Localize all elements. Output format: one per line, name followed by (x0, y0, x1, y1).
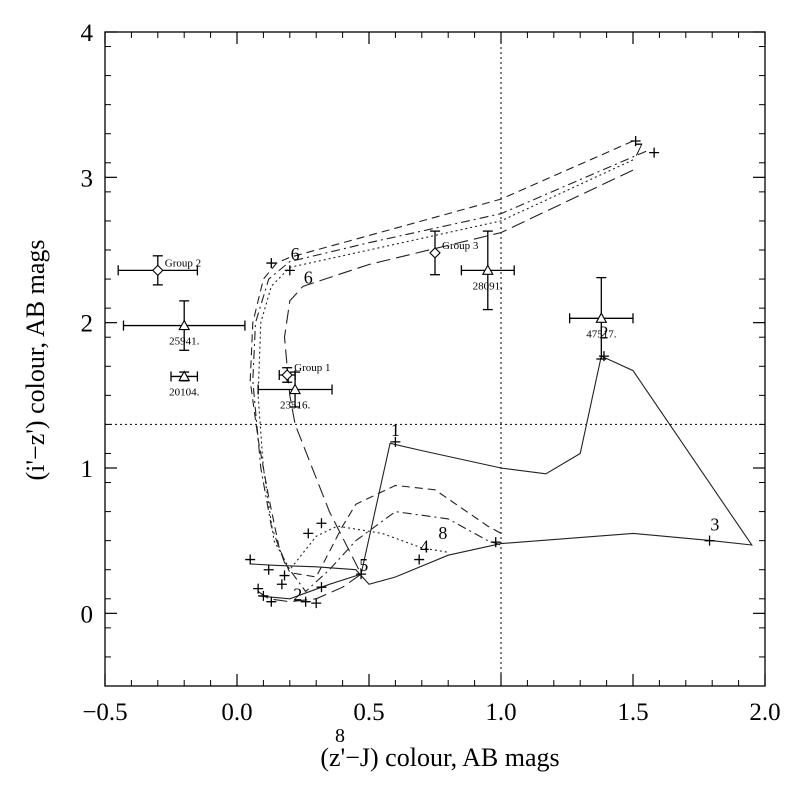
track-number-label: 6 (291, 244, 300, 264)
y-tick-label: 0 (81, 601, 94, 628)
track-number-label: 2 (293, 584, 302, 604)
track-number-label: 7 (634, 140, 643, 160)
data-point: 25941. (122, 300, 246, 351)
plot-frame (104, 31, 766, 687)
x-tick-label: 0.5 (353, 699, 384, 726)
data-point: 20104. (169, 370, 200, 398)
plus-marker (490, 537, 501, 548)
plus-marker (316, 582, 327, 593)
diamond-marker (281, 369, 293, 381)
plus-marker (414, 554, 425, 565)
plus-marker (390, 436, 401, 447)
x-axis-title: (z'−J) colour, AB mags (320, 743, 559, 772)
point-label: Group 3 (442, 240, 479, 252)
plus-marker (266, 258, 277, 269)
model-track-dashed (249, 140, 634, 578)
data-point: 47517. (568, 276, 634, 360)
triangle-marker (595, 312, 608, 323)
data-point: Group 2 (117, 255, 201, 286)
plus-marker (649, 147, 660, 158)
plus-marker (263, 564, 274, 575)
track-number-label: 5 (359, 555, 368, 575)
plus-marker (300, 596, 311, 607)
plus-marker (630, 136, 641, 146)
point-label: 28091. (473, 280, 504, 292)
point-label: 47517. (586, 328, 617, 340)
data-points: Group 2 25941. 20104. Group 1 23516. Group 3 2… (117, 230, 634, 412)
x-tick-label: 0.0 (221, 699, 252, 726)
y-tick-label: 4 (81, 20, 94, 47)
point-label: Group 1 (294, 362, 330, 374)
plus-marker (253, 583, 264, 594)
triangle-marker (178, 319, 191, 331)
point-label: Group 2 (165, 257, 201, 269)
data-point: Group 3 (429, 230, 479, 276)
x-axis-ticks: −0.5 0.0 0.5 1.0 1.5 2.0 (82, 32, 781, 726)
plus-marker (316, 518, 327, 529)
point-label: 25941. (169, 336, 200, 348)
data-point: 23516. (257, 371, 333, 412)
x-tick-label: 2.0 (749, 699, 780, 726)
model-track-dotted (257, 159, 634, 571)
plus-marker (245, 554, 256, 565)
data-point: 28091. (460, 230, 515, 311)
triangle-marker (481, 264, 494, 275)
x-tick-label: 1.5 (617, 699, 648, 726)
point-label: 20104. (169, 386, 200, 398)
track-number-label: 8 (438, 523, 447, 543)
y-tick-label: 2 (81, 311, 94, 338)
plus-marker (258, 590, 269, 601)
x-tick-label: −0.5 (82, 699, 127, 726)
plus-marker (704, 535, 715, 546)
plus-markers: 2 7 66 1 3 48 5 2 (245, 136, 719, 609)
track-number-label: 3 (710, 514, 719, 534)
triangle-marker (178, 370, 191, 381)
model-track-longdash (257, 169, 634, 603)
plot-border (104, 31, 766, 687)
x-tick-label: 1.0 (485, 699, 516, 726)
diamond-marker (152, 264, 164, 277)
plus-marker (311, 598, 322, 609)
plus-marker (266, 596, 277, 607)
stray-label: 8 (335, 725, 345, 747)
triangle-marker (289, 383, 302, 395)
plus-marker (356, 569, 367, 580)
reference-lines (105, 32, 765, 686)
model-track-dashdot (252, 150, 647, 593)
plus-marker (276, 579, 287, 590)
plus-marker (284, 265, 295, 276)
model-tracks (249, 140, 753, 603)
y-axis-ticks: 0 1 2 3 4 (81, 20, 765, 687)
plus-marker (279, 570, 290, 581)
track-number-label: 2 (599, 323, 608, 343)
track-number-label: 6 (304, 267, 313, 287)
model-track-solid (250, 355, 753, 600)
track-number-label: 4 (420, 536, 429, 556)
y-tick-label: 3 (81, 165, 94, 192)
diamond-marker (429, 247, 441, 259)
point-label: 23516. (280, 400, 311, 412)
y-tick-label: 1 (81, 456, 94, 483)
data-point: Group 1 (278, 362, 331, 383)
y-axis-title: (i'−z') colour, AB mags (21, 239, 50, 480)
plus-marker (303, 528, 314, 539)
track-number-label: 1 (391, 420, 400, 440)
